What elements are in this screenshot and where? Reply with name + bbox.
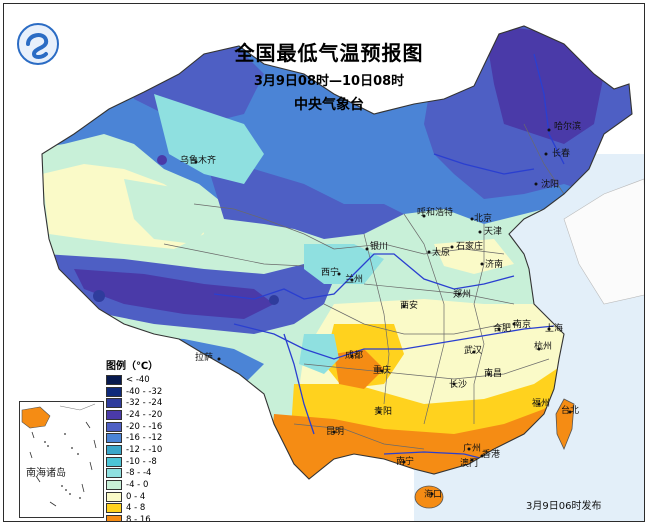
legend-label: -40 - -32 [126,386,163,397]
legend-label: < -40 [126,374,150,385]
city-label: 南宁 [396,457,415,467]
city-label: 呼和浩特 [417,208,454,218]
legend-title: 图例（℃） [106,361,159,372]
city-label: 天津 [484,227,503,237]
legend-label: 4 - 8 [126,503,146,514]
city-label: 银川 [370,242,389,252]
legend-label: -24 - -20 [126,409,163,420]
city-label: 郑州 [453,290,472,300]
city-label: 拉萨 [195,353,214,363]
inset-map [21,403,97,507]
legend-swatch [106,480,122,491]
legend-label: -4 - 0 [126,480,149,491]
temperature-map [41,25,644,521]
cma-logo-icon [17,23,59,65]
legend-label: 8 - 16 [126,515,151,522]
legend-item: -12 - -10 [106,444,176,456]
legend-item: -32 - -24 [106,397,176,409]
legend-label: -20 - -16 [126,421,163,432]
province-borders [163,123,565,450]
map-title: 全国最低气温预报图 [234,41,424,65]
legend-item: 4 - 8 [106,503,176,515]
legend-swatch [106,386,122,397]
city-label: 西安 [400,301,419,311]
korea-japan-land [563,178,644,305]
city-label: 上海 [545,324,564,334]
city-label: 合肥 [493,324,512,334]
city-label: 哈尔滨 [554,122,582,132]
south-china-sea-inset: 南海诸岛 [19,401,104,518]
legend-label: -32 - -24 [126,398,163,409]
legend-label: -8 - -4 [126,468,152,479]
legend-item: 8 - 16 [106,514,176,522]
legend-rows: < -40 -40 - -32 -32 - -24 -24 - -20 -20 - -1… [106,374,176,522]
legend-item: -24 - -20 [106,409,176,421]
legend-item: -8 - -4 [106,468,176,480]
hainan-island [414,485,444,509]
city-label: 香港 [482,450,501,460]
legend-label: -12 - -10 [126,444,163,455]
legend-label: -10 - -8 [126,456,157,467]
inset-label: 南海诸岛 [26,468,66,479]
legend-swatch [106,456,122,467]
cold-spot [269,295,279,305]
city-label: 兰州 [345,275,364,285]
city-label: 福州 [532,399,551,409]
cold-spot [93,290,105,302]
legend-swatch [106,421,122,432]
city-label: 海口 [424,490,443,500]
cold-spot [157,155,167,165]
legend-item: -4 - 0 [106,479,176,491]
city-label: 乌鲁木齐 [180,156,217,166]
release-time: 3月9日06时发布 [526,501,602,512]
city-label: 昆明 [326,427,345,437]
forecast-period: 3月9日08时—10日08时 [253,74,405,89]
city-label: 成都 [345,351,364,361]
legend-item: -10 - -8 [106,456,176,468]
city-label: 济南 [485,260,504,270]
legend-swatch [106,409,122,420]
rivers [213,53,565,460]
city-label: 杭州 [534,342,553,352]
country-border [41,25,633,480]
legend-label: 0 - 4 [126,491,146,502]
city-label: 重庆 [373,366,392,376]
city-label: 南昌 [484,369,503,379]
legend: 图例（℃） < -40 -40 - -32 -32 - -24 -24 - -20 -2… [106,357,176,522]
legend-swatch [106,468,122,479]
city-label: 台北 [561,406,580,416]
city-label: 贵阳 [374,407,393,417]
city-label: 石家庄 [456,242,484,252]
legend-swatch [106,515,122,521]
city-label: 太原 [432,248,451,258]
legend-swatch [106,374,122,385]
city-label: 长春 [552,149,571,159]
issuing-agency: 中央气象台 [294,97,364,113]
city-label: 武汉 [464,346,483,356]
map-frame: 全国最低气温预报图 3月9日08时—10日08时 中央气象台 乌鲁木齐 哈尔滨 … [3,3,645,522]
city-label: 澳门 [460,459,479,469]
legend-item: 0 - 4 [106,491,176,503]
legend-item: -16 - -12 [106,432,176,444]
legend-item: -20 - -16 [106,421,176,433]
city-label: 长沙 [449,380,468,390]
legend-swatch [106,503,122,514]
legend-item: -40 - -32 [106,386,176,398]
legend-swatch [106,444,122,455]
legend-swatch [106,433,122,444]
city-label: 北京 [474,214,493,224]
city-label: 广州 [463,444,482,454]
legend-swatch [106,398,122,409]
legend-item: < -40 [106,374,176,386]
city-label: 沈阳 [541,180,560,190]
city-label: 南京 [513,320,532,330]
city-dots [194,128,572,496]
legend-label: -16 - -12 [126,433,163,444]
city-label: 西宁 [321,268,340,278]
legend-swatch [106,491,122,502]
